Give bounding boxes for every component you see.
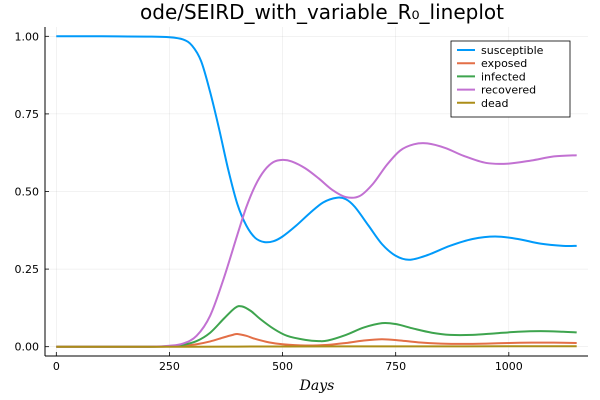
legend-label-susceptible: susceptible [481, 44, 544, 57]
legend-box [450, 40, 571, 118]
chart-title: ode/SEIRD_with_variable_R₀_lineplot [140, 0, 504, 24]
x-tick-label: 750 [385, 360, 406, 373]
series-line-susceptible [56, 35, 577, 261]
axes [44, 27, 588, 357]
legend-label-recovered: recovered [481, 84, 536, 97]
x-tick-label: 500 [272, 360, 293, 373]
series-line-infected [56, 305, 577, 348]
y-tick-label: 0.75 [15, 108, 40, 121]
x-tick-label: 0 [53, 360, 60, 373]
legend-label-exposed: exposed [481, 57, 527, 70]
y-tick-label: 1.00 [15, 30, 40, 43]
series-lines [56, 35, 577, 348]
y-tick-label: 0.50 [15, 186, 40, 199]
legend-label-dead: dead [481, 97, 508, 110]
series-line-recovered [56, 142, 577, 348]
y-tick-label: 0.00 [15, 341, 40, 354]
y-tick-label: 0.25 [15, 263, 40, 276]
x-tick-label: 250 [159, 360, 180, 373]
x-tick-label: 1000 [495, 360, 523, 373]
x-axis-label: Days [299, 378, 335, 394]
legend-label-infected: infected [481, 70, 526, 83]
tick-labels: 0 250 500 750 1000 0.00 0.25 0.50 0.75 1.00 [15, 30, 523, 373]
